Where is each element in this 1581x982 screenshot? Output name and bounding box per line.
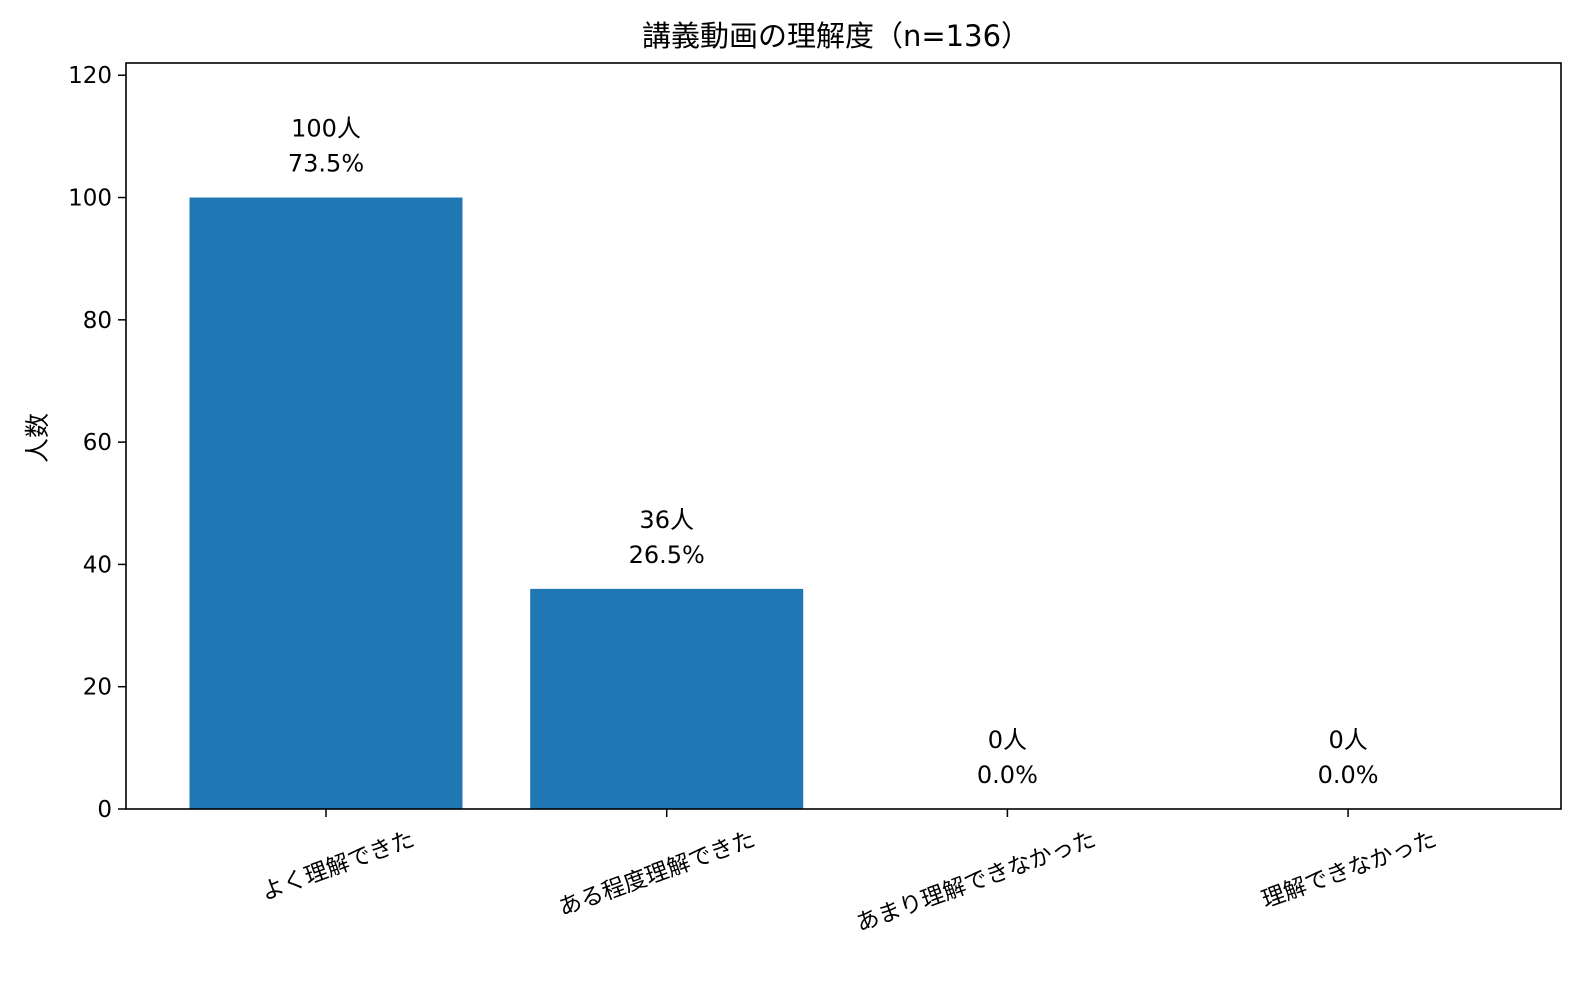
- bar-count-label: 100人: [291, 115, 361, 143]
- y-tick-label: 80: [83, 308, 112, 334]
- y-axis-label: 人数: [23, 413, 52, 463]
- bar: [189, 197, 463, 809]
- bar-percent-label: 26.5%: [629, 541, 705, 569]
- y-tick-label: 120: [68, 63, 112, 89]
- bars: [189, 197, 804, 809]
- bar-count-label: 0人: [988, 726, 1027, 754]
- bar-count-label: 36人: [639, 506, 694, 534]
- bar-percent-label: 73.5%: [288, 150, 364, 178]
- y-tick-label: 100: [68, 186, 112, 212]
- data-labels: 100人 73.5% 36人 26.5% 0人 0.0% 0人 0.0%: [288, 115, 1379, 789]
- y-tick-label: 0: [97, 797, 112, 823]
- bar-count-label: 0人: [1328, 726, 1367, 754]
- y-axis-ticks: 0 20 40 60 80 100 120: [68, 63, 126, 823]
- y-tick-label: 60: [83, 430, 112, 456]
- chart-title: 講義動画の理解度（n=136）: [642, 19, 1030, 53]
- bar: [530, 588, 804, 809]
- bar-percent-label: 0.0%: [977, 761, 1038, 789]
- bar-percent-label: 0.0%: [1318, 761, 1379, 789]
- plot-frame: [125, 62, 1562, 810]
- y-tick-label: 40: [83, 552, 112, 578]
- y-tick-label: 20: [83, 675, 112, 701]
